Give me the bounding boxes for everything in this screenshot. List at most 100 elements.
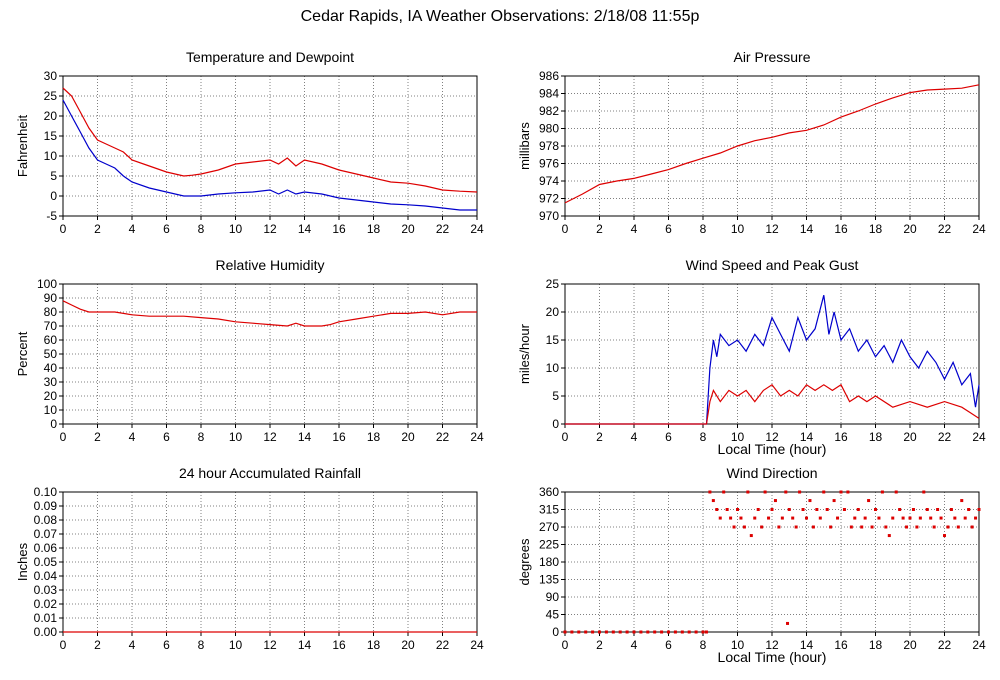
wind-direction-point — [725, 508, 729, 511]
wind-direction-point — [625, 630, 629, 634]
wind-direction-point — [970, 525, 974, 529]
x-tick-label: 4 — [129, 430, 136, 444]
temperature-series-0 — [62, 87, 478, 193]
y-tick-label: 135 — [539, 573, 559, 587]
wind-direction-point — [936, 508, 940, 511]
wind-direction-point — [811, 525, 815, 529]
wind-direction-point — [911, 508, 915, 511]
wind-speed-xlabel: Local Time (hour) — [718, 441, 827, 457]
wind-direction-point — [939, 516, 943, 520]
x-tick-label: 4 — [631, 430, 638, 444]
x-tick-label: 0 — [562, 430, 569, 444]
x-tick-label: 0 — [60, 222, 67, 236]
y-tick-label: 80 — [44, 305, 58, 319]
wind-direction-point — [805, 516, 808, 520]
x-tick-label: 20 — [903, 638, 917, 652]
wind-direction-point — [667, 630, 670, 634]
wind-direction-point — [773, 499, 777, 503]
wind-direction-point — [760, 525, 764, 529]
wind-direction-point — [784, 490, 788, 494]
wind-direction-point — [829, 525, 833, 529]
x-tick-label: 16 — [332, 638, 346, 652]
y-tick-label: 984 — [539, 87, 559, 101]
y-tick-label: 0.05 — [34, 555, 58, 569]
x-tick-label: 12 — [765, 638, 779, 652]
x-tick-label: 12 — [765, 430, 779, 444]
wind-direction-point — [770, 508, 774, 511]
y-tick-label: 25 — [44, 89, 58, 103]
x-tick-label: 16 — [834, 638, 848, 652]
y-tick-label: 20 — [546, 305, 560, 319]
wind-direction-point — [591, 630, 595, 634]
wind-direction-point — [801, 508, 805, 511]
x-tick-label: 12 — [263, 430, 277, 444]
wind-direction-point — [704, 630, 708, 634]
wind-direction-title: Wind Direction — [726, 465, 817, 481]
wind-direction-point — [977, 508, 981, 511]
wind-speed-ylabel: miles/hour — [517, 323, 532, 384]
wind-direction-point — [708, 490, 712, 494]
x-tick-label: 22 — [436, 430, 450, 444]
x-tick-label: 0 — [562, 638, 569, 652]
wind-speed-series-1 — [565, 383, 980, 425]
page-title: Cedar Rapids, IA Weather Observations: 2… — [300, 8, 700, 25]
wind-direction-point — [943, 534, 946, 538]
temperature-ylabel: Fahrenheit — [15, 115, 30, 178]
y-tick-label: 10 — [44, 149, 58, 163]
x-tick-label: 0 — [562, 222, 569, 236]
x-tick-label: 18 — [367, 638, 381, 652]
x-tick-label: 2 — [596, 638, 603, 652]
wind-direction-point — [618, 630, 622, 634]
wind-direction-point — [694, 630, 698, 634]
wind-direction-point — [918, 516, 922, 520]
y-tick-label: 20 — [44, 109, 58, 123]
x-tick-label: 8 — [700, 222, 707, 236]
y-tick-label: 974 — [539, 174, 559, 188]
x-tick-label: 24 — [972, 222, 986, 236]
x-tick-label: 22 — [436, 222, 450, 236]
wind-direction-point — [715, 508, 719, 511]
wind-direction-point — [687, 630, 691, 634]
y-tick-label: 0.09 — [34, 499, 58, 513]
wind-direction-point — [632, 630, 636, 634]
y-tick-label: 972 — [539, 192, 559, 206]
wind-direction-point — [718, 516, 722, 520]
rainfall-ylabel: Inches — [15, 542, 30, 581]
wind-direction-point — [808, 499, 812, 503]
x-tick-label: 16 — [332, 430, 346, 444]
y-tick-label: 0.02 — [34, 597, 58, 611]
x-tick-label: 24 — [972, 430, 986, 444]
x-tick-label: 14 — [800, 222, 814, 236]
x-tick-label: 8 — [198, 222, 205, 236]
y-tick-label: 976 — [539, 157, 559, 171]
x-tick-label: 18 — [869, 222, 883, 236]
x-tick-label: 18 — [367, 222, 381, 236]
y-tick-label: 30 — [44, 69, 58, 83]
pressure-ylabel: millibars — [517, 122, 532, 170]
wind-direction-point — [825, 508, 829, 511]
x-tick-label: 24 — [972, 638, 986, 652]
x-tick-label: 12 — [263, 222, 277, 236]
wind-direction-point — [780, 516, 784, 520]
wind-direction-point — [956, 525, 960, 529]
x-tick-label: 0 — [60, 638, 67, 652]
wind-direction-point — [729, 516, 733, 520]
pressure-title: Air Pressure — [733, 49, 810, 65]
wind-direction-point — [749, 534, 753, 538]
y-tick-label: 0 — [50, 189, 57, 203]
wind-direction-point — [922, 490, 926, 494]
wind-direction-point — [974, 516, 978, 520]
x-tick-label: 12 — [263, 638, 277, 652]
x-tick-label: 6 — [665, 222, 672, 236]
wind-direction-point — [646, 630, 650, 634]
x-tick-label: 20 — [401, 222, 415, 236]
wind-direction-point — [839, 490, 843, 494]
wind-direction-point — [870, 525, 874, 529]
wind-direction-point — [763, 490, 767, 494]
wind-direction-point — [673, 630, 677, 634]
x-tick-label: 14 — [800, 638, 814, 652]
y-tick-label: 0 — [552, 625, 559, 639]
wind-direction-point — [877, 516, 881, 520]
